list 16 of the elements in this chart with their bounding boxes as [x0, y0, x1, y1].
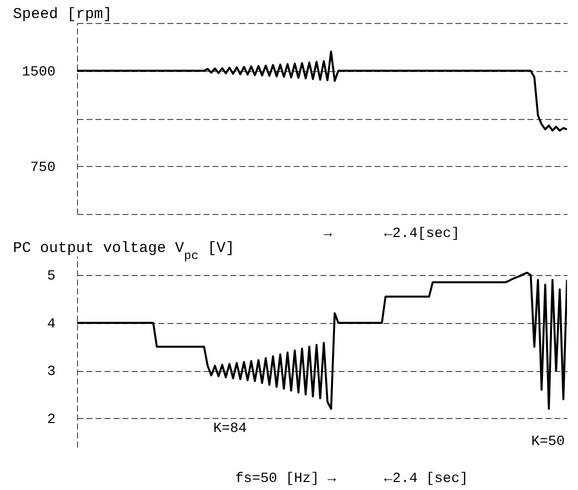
- y-tick-label: 3: [47, 364, 56, 380]
- annotation: K=50: [531, 434, 565, 450]
- y-tick-label: 750: [30, 160, 56, 176]
- line-series: [77, 272, 567, 410]
- y-tick-label: 5: [47, 268, 56, 285]
- text: fs=50 [Hz] →: [235, 471, 337, 487]
- y-tick-label: 1500: [22, 64, 56, 80]
- text: →: [324, 226, 333, 242]
- y-tick-label: 4: [47, 316, 56, 332]
- y-tick-label: 2: [47, 412, 56, 428]
- text: ←2.4 [sec]: [384, 471, 468, 487]
- chart-title: Speed [rpm]: [13, 6, 112, 23]
- line-series: [77, 50, 567, 132]
- text: ←2.4[sec]: [384, 226, 460, 242]
- chart-title: PC output voltage V$_{pc}$ [V]: [13, 240, 234, 263]
- annotation: K=84: [213, 421, 247, 437]
